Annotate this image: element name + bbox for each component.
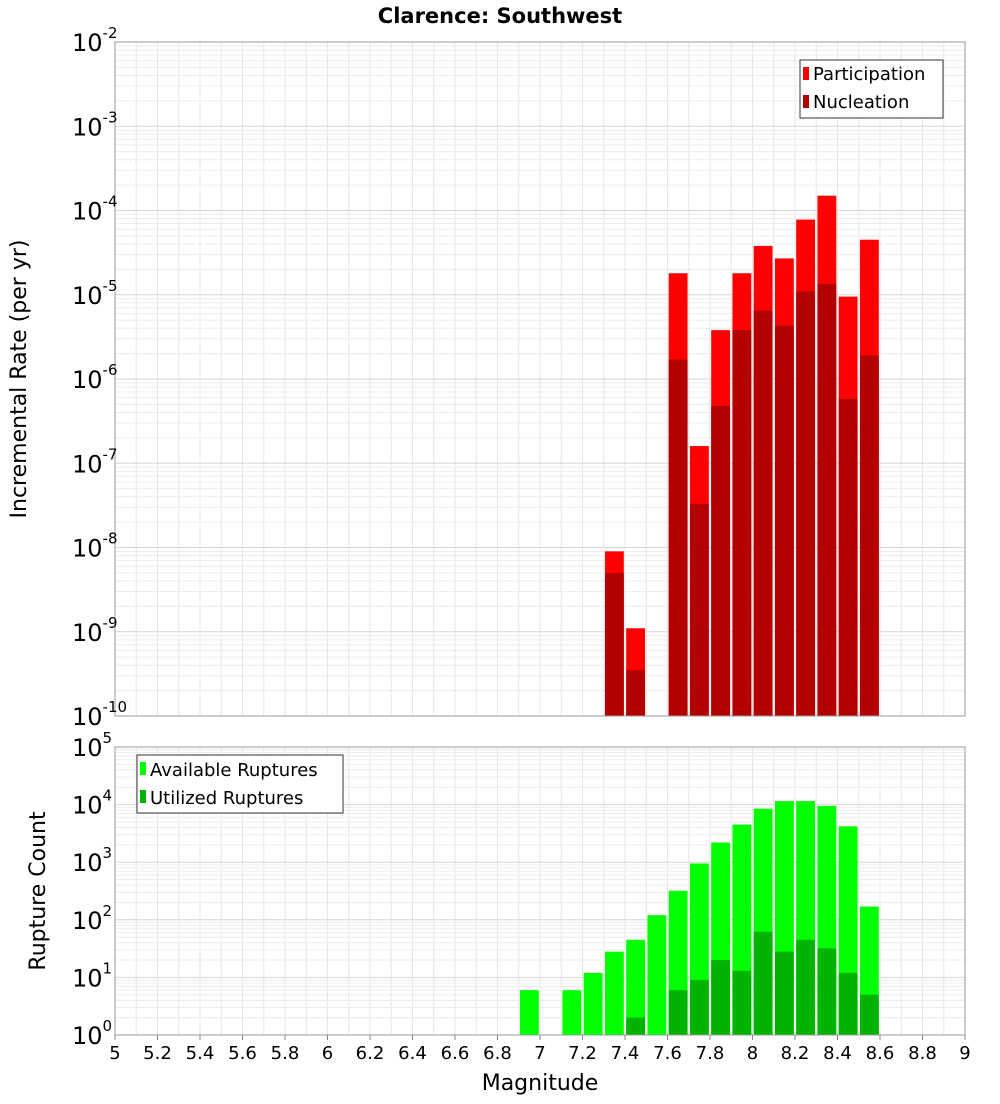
legend-label-utilized: Utilized Ruptures: [150, 788, 303, 809]
bar-utilized-8.55: [859, 994, 879, 1035]
bar-available-7.25: [583, 972, 603, 1035]
bar-nucleation-8.55: [859, 355, 879, 716]
bar-utilized-7.75: [689, 980, 709, 1035]
bar-utilized-8.25: [796, 939, 816, 1035]
legend-label-participation: Participation: [813, 64, 925, 85]
top-y-axis-label: Incremental Rate (per yr): [7, 240, 32, 519]
top-plot-frame: [114, 41, 966, 717]
x-tick-label: 7.8: [696, 1043, 725, 1064]
y-tick-label: 10-9: [72, 614, 118, 647]
bar-nucleation-8.25: [796, 291, 816, 716]
bar-nucleation-8.05: [753, 310, 773, 716]
x-tick-label: 8.6: [866, 1043, 895, 1064]
legend-swatch-utilized: [140, 790, 146, 803]
x-tick-label: 6: [322, 1043, 333, 1064]
x-tick-label: 6.6: [441, 1043, 470, 1064]
y-tick-label: 101: [72, 959, 112, 992]
bar-nucleation-7.45: [626, 670, 646, 716]
bar-utilized-7.95: [732, 970, 752, 1035]
bar-available-7.45: [626, 939, 646, 1035]
y-tick-label: 10-10: [72, 698, 127, 731]
legend-swatch-available: [140, 762, 146, 775]
legend-label-nucleation: Nucleation: [813, 92, 909, 113]
y-tick-label: 10-8: [72, 530, 118, 563]
chart-title: Clarence: Southwest: [378, 4, 622, 28]
bar-nucleation-7.95: [732, 330, 752, 716]
bar-utilized-8.45: [838, 972, 858, 1035]
x-tick-label: 6.4: [398, 1043, 427, 1064]
y-tick-label: 10-7: [72, 445, 118, 478]
bar-nucleation-8.15: [774, 325, 794, 716]
x-tick-label: 8.4: [823, 1043, 852, 1064]
top-legend: Participation Nucleation: [799, 59, 944, 119]
y-tick-label: 105: [72, 729, 112, 762]
bar-available-7.55: [647, 915, 667, 1035]
x-tick-label: 5.4: [186, 1043, 215, 1064]
legend-label-available: Available Ruptures: [150, 760, 318, 781]
bar-utilized-7.65: [668, 990, 688, 1035]
rupture-count-plot: 100 101 102 103 104 105 Rupture Count Availab…: [26, 729, 971, 1096]
bar-nucleation-7.35: [604, 572, 624, 716]
x-tick-label: 8.2: [781, 1043, 810, 1064]
x-tick-label: 5.6: [228, 1043, 257, 1064]
y-tick-label: 10-6: [72, 361, 118, 394]
x-tick-label: 7.4: [611, 1043, 640, 1064]
legend-swatch-nucleation: [803, 95, 809, 108]
x-tick-label: 6.2: [356, 1043, 385, 1064]
x-tick-label: 5.8: [271, 1043, 300, 1064]
y-tick-label: 10-5: [72, 277, 118, 310]
x-tick-label: 5.2: [143, 1043, 172, 1064]
bar-available-7.35: [604, 951, 624, 1035]
bar-utilized-7.45: [626, 1017, 646, 1035]
x-tick-label: 8.8: [908, 1043, 937, 1064]
y-tick-label: 104: [72, 787, 112, 820]
y-tick-label: 102: [72, 902, 112, 935]
bar-nucleation-8.45: [838, 398, 858, 716]
bar-nucleation-8.35: [817, 283, 837, 716]
participation-nucleation-plot: 10-10 10-9 10-8 10-7 10-6 10-5 10-4 10-3 10-2 In…: [7, 24, 966, 731]
bar-available-7.15: [562, 990, 582, 1035]
x-tick-label: 7: [534, 1043, 545, 1064]
x-tick-label: 6.8: [483, 1043, 512, 1064]
x-tick-label: 8: [747, 1043, 758, 1064]
bottom-legend: Available Ruptures Utilized Ruptures: [136, 754, 344, 814]
y-tick-label: 10-3: [72, 108, 118, 141]
y-tick-label: 103: [72, 844, 112, 877]
bar-utilized-7.85: [711, 960, 731, 1035]
y-tick-label: 100: [72, 1017, 112, 1050]
x-tick-label: 7.6: [653, 1043, 682, 1064]
bar-utilized-8.35: [817, 948, 837, 1035]
bar-utilized-8.05: [753, 931, 773, 1035]
x-axis-label: Magnitude: [482, 1071, 599, 1096]
y-tick-label: 10-4: [72, 193, 118, 226]
x-tick-label: 9: [959, 1043, 970, 1064]
bar-nucleation-7.85: [711, 405, 731, 716]
legend-swatch-participation: [803, 67, 809, 80]
bar-nucleation-7.75: [689, 503, 709, 716]
y-tick-label: 10-2: [72, 24, 118, 57]
bar-available-6.95: [519, 990, 539, 1035]
x-tick-label: 7.2: [568, 1043, 597, 1064]
x-tick-label: 5: [109, 1043, 120, 1064]
bar-nucleation-7.65: [668, 359, 688, 716]
bar-utilized-8.15: [774, 951, 794, 1035]
bottom-y-axis-label: Rupture Count: [26, 811, 51, 971]
